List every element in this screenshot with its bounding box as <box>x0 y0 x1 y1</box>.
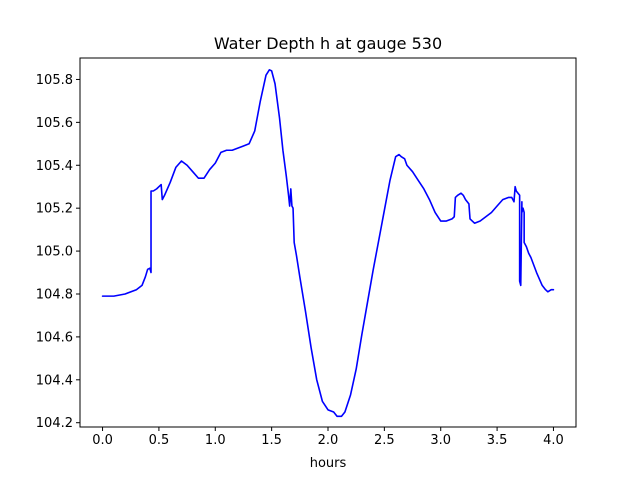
y-tick-label: 105.0 <box>36 245 73 260</box>
x-tick-label: 3.0 <box>430 433 451 448</box>
y-tick-label: 105.8 <box>36 73 73 88</box>
y-tick-label: 105.6 <box>36 116 73 131</box>
x-tick-label: 1.5 <box>261 433 282 448</box>
x-tick-label: 0.0 <box>92 433 113 448</box>
x-axis: 0.0 0.5 1.0 1.5 2.0 2.5 3.0 3.5 4.0 <box>92 427 564 448</box>
y-axis: 104.2 104.4 104.6 104.8 105.0 105.2 105.4 105.6… <box>36 73 80 431</box>
y-tick-label: 105.2 <box>36 202 73 217</box>
y-tick-label: 104.6 <box>36 330 73 345</box>
y-tick-label: 105.4 <box>36 159 73 174</box>
y-tick-label: 104.4 <box>36 373 73 388</box>
x-tick-label: 4.0 <box>543 433 564 448</box>
x-tick-label: 2.0 <box>318 433 339 448</box>
chart-title: Water Depth h at gauge 530 <box>214 34 442 53</box>
x-tick-label: 2.5 <box>374 433 395 448</box>
x-tick-label: 1.0 <box>205 433 226 448</box>
series-line <box>101 69 555 418</box>
x-tick-label: 0.5 <box>149 433 170 448</box>
y-tick-label: 104.8 <box>36 287 73 302</box>
x-tick-label: 3.5 <box>487 433 508 448</box>
y-tick-label: 104.2 <box>36 416 73 431</box>
x-axis-label: hours <box>310 456 347 471</box>
plot-content <box>101 69 555 418</box>
